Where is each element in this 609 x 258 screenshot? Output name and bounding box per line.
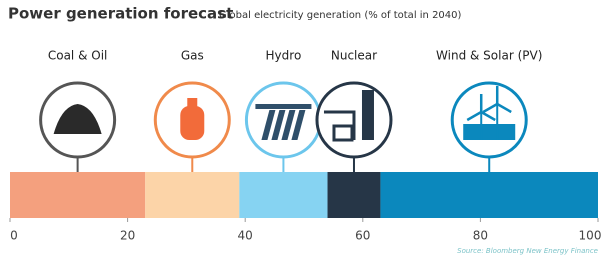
chart-subtitle: Global electricity generation (% of tota… xyxy=(219,10,462,21)
bar-segment xyxy=(10,172,145,218)
icon-ring xyxy=(246,83,320,157)
icon xyxy=(452,83,526,157)
bar-segment xyxy=(239,172,327,218)
icon-shape xyxy=(180,106,204,140)
x-tick-label: 60 xyxy=(355,229,370,243)
source: Source: Bloomberg New Energy Finance xyxy=(457,247,598,255)
icon-shape xyxy=(187,98,197,107)
category-label: Gas xyxy=(181,49,204,63)
category-label: Nuclear xyxy=(331,49,377,63)
x-tick-label: 80 xyxy=(473,229,488,243)
chart-title: Power generation forecast xyxy=(8,5,233,23)
icon-shape xyxy=(255,104,311,109)
chart: Power generation forecast Global electri… xyxy=(0,0,609,258)
x-tick-label: 40 xyxy=(238,229,253,243)
icon xyxy=(41,83,115,157)
icon xyxy=(155,83,229,157)
category-label: Wind & Solar (PV) xyxy=(436,49,542,63)
icon-shape xyxy=(463,124,515,140)
bar-segment xyxy=(145,172,239,218)
icon xyxy=(246,83,320,157)
x-tick-label: 20 xyxy=(120,229,135,243)
category-label: Coal & Oil xyxy=(48,49,108,63)
bar-segment xyxy=(328,172,381,218)
x-tick-label: 0 xyxy=(10,229,18,243)
icon-ring xyxy=(452,83,526,157)
x-tick-label: 100 xyxy=(579,229,602,243)
bar-segment xyxy=(380,172,598,218)
category-label: Hydro xyxy=(266,49,302,63)
icon xyxy=(317,83,391,157)
icon-shape xyxy=(362,90,374,140)
